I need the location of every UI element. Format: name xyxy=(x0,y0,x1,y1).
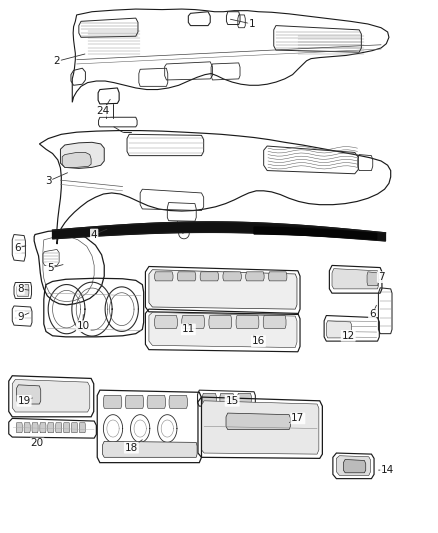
Polygon shape xyxy=(147,395,166,408)
Polygon shape xyxy=(263,316,286,328)
Polygon shape xyxy=(32,423,38,433)
Polygon shape xyxy=(48,423,54,433)
Polygon shape xyxy=(182,316,205,328)
Polygon shape xyxy=(103,395,122,408)
Polygon shape xyxy=(102,441,197,457)
Text: 5: 5 xyxy=(47,263,54,273)
Text: 6: 6 xyxy=(369,310,376,319)
Text: 17: 17 xyxy=(291,414,304,423)
Text: 3: 3 xyxy=(45,176,52,186)
Polygon shape xyxy=(236,316,259,328)
Polygon shape xyxy=(367,272,378,286)
Text: 2: 2 xyxy=(53,56,60,66)
Text: 1: 1 xyxy=(248,19,255,29)
Polygon shape xyxy=(237,393,251,404)
Polygon shape xyxy=(155,272,173,281)
Polygon shape xyxy=(71,423,78,433)
Polygon shape xyxy=(332,269,378,289)
Text: 18: 18 xyxy=(125,443,138,453)
Polygon shape xyxy=(155,316,177,328)
Polygon shape xyxy=(343,459,366,473)
Text: 16: 16 xyxy=(252,336,265,346)
Polygon shape xyxy=(17,385,41,404)
Polygon shape xyxy=(62,152,91,167)
Text: 4: 4 xyxy=(91,230,98,239)
Polygon shape xyxy=(246,272,264,281)
Text: 20: 20 xyxy=(31,439,44,448)
Polygon shape xyxy=(64,423,70,433)
Polygon shape xyxy=(202,393,216,404)
Text: 8: 8 xyxy=(17,284,24,294)
Text: 9: 9 xyxy=(17,312,24,321)
Polygon shape xyxy=(200,272,219,281)
Polygon shape xyxy=(326,321,352,338)
Polygon shape xyxy=(56,423,62,433)
Polygon shape xyxy=(201,401,319,454)
Polygon shape xyxy=(12,379,90,412)
Text: 12: 12 xyxy=(342,331,355,341)
Polygon shape xyxy=(125,395,144,408)
Text: 19: 19 xyxy=(18,396,31,406)
Polygon shape xyxy=(24,423,30,433)
Polygon shape xyxy=(226,413,290,430)
Polygon shape xyxy=(53,222,385,241)
Text: 6: 6 xyxy=(14,243,21,253)
Polygon shape xyxy=(268,272,287,281)
Polygon shape xyxy=(16,423,22,433)
Polygon shape xyxy=(254,227,377,239)
Polygon shape xyxy=(149,312,297,348)
Polygon shape xyxy=(79,423,85,433)
Polygon shape xyxy=(60,142,104,168)
Text: 15: 15 xyxy=(226,396,239,406)
Polygon shape xyxy=(149,270,297,309)
Polygon shape xyxy=(40,423,46,433)
Polygon shape xyxy=(169,395,187,408)
Text: 7: 7 xyxy=(378,272,385,282)
Polygon shape xyxy=(209,316,232,328)
Polygon shape xyxy=(223,272,241,281)
Polygon shape xyxy=(220,393,234,404)
Polygon shape xyxy=(336,456,371,475)
Polygon shape xyxy=(177,272,196,281)
Text: 10: 10 xyxy=(77,321,90,331)
Polygon shape xyxy=(17,285,29,296)
Text: 11: 11 xyxy=(182,325,195,334)
Text: 14: 14 xyxy=(381,465,394,475)
Text: 24: 24 xyxy=(96,106,110,116)
